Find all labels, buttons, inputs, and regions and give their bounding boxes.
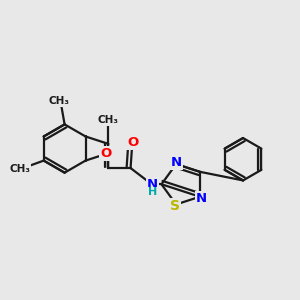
Text: CH₃: CH₃ <box>98 116 119 125</box>
Text: CH₃: CH₃ <box>48 96 69 106</box>
Text: N: N <box>171 156 182 169</box>
Text: O: O <box>127 136 138 148</box>
Text: S: S <box>170 199 180 213</box>
Text: N: N <box>196 192 207 205</box>
Text: H: H <box>148 188 157 197</box>
Text: N: N <box>147 178 158 191</box>
Text: O: O <box>100 147 112 160</box>
Text: CH₃: CH₃ <box>9 164 30 174</box>
